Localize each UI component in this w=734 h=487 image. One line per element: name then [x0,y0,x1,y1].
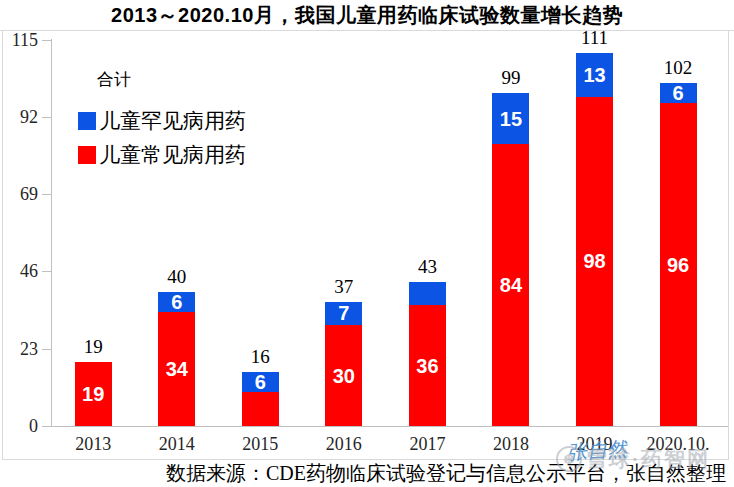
bar-value-rare-2018: 15 [481,107,541,131]
legend-item-rare: 儿童罕见病用药 [78,104,246,138]
legend-label-common: 儿童常见病用药 [99,141,246,169]
bar-value-common-2014: 34 [147,357,207,381]
site-watermark-text: 雪球·药智网 [586,445,710,473]
x-tick-label-2015: 2015 [215,433,305,455]
y-tick-label-92: 92 [4,106,38,128]
legend-total-label: 合计 [97,68,246,91]
bar-value-common-2016: 30 [314,364,374,388]
bar-value-rare-2016: 7 [314,301,374,325]
bar-value-rare-2019: 13 [565,63,625,87]
legend-label-rare: 儿童罕见病用药 [99,107,246,135]
x-tick-label-2014: 2014 [132,433,222,455]
y-axis-tick-0 [42,426,51,427]
y-axis-line [51,39,52,426]
bar-segment-rare-2017 [409,282,446,306]
total-label-2019: 111 [555,27,635,49]
x-tick-label-2016: 2016 [299,433,389,455]
total-label-2018: 99 [471,67,551,89]
x-tick-label-2018: 2018 [466,433,556,455]
total-label-2017: 43 [387,256,467,278]
bar-value-rare-2014: 6 [147,290,207,314]
y-tick-label-0: 0 [4,415,38,437]
bar-value-common-2018: 84 [481,273,541,297]
x-axis-line [42,426,728,427]
y-axis-tick-69 [42,194,51,195]
bar-value-common-2013: 19 [63,382,123,406]
chart-legend: 合计 儿童罕见病用药 儿童常见病用药 [78,68,246,172]
y-tick-label-115: 115 [4,29,38,51]
y-tick-label-46: 46 [4,260,38,282]
y-axis-tick-92 [42,117,51,118]
legend-swatch-common [78,146,96,164]
y-axis-tick-46 [42,271,51,272]
bar-value-common-2019: 98 [565,249,625,273]
y-tick-label-69: 69 [4,183,38,205]
legend-swatch-rare [78,112,96,130]
x-tick-label-2013: 2013 [48,433,138,455]
total-label-2020.10.: 102 [638,57,718,79]
total-label-2013: 19 [53,336,133,358]
bar-segment-common-2015 [242,392,279,426]
bar-value-rare-2020.10.: 6 [648,81,708,105]
bar-value-common-2020.10.: 96 [648,253,708,277]
snowball-logo-icon: ❆ [556,446,582,472]
total-label-2014: 40 [137,266,217,288]
y-axis-tick-115 [42,40,51,41]
bar-value-rare-2015: 6 [230,370,290,394]
total-label-2016: 37 [304,276,384,298]
total-label-2015: 16 [220,346,300,368]
legend-item-common: 儿童常见病用药 [78,138,246,172]
bar-value-common-2017: 36 [397,354,457,378]
site-watermark: ❆ 雪球·药智网 [556,445,710,473]
y-tick-label-23: 23 [4,338,38,360]
x-tick-label-2017: 2017 [382,433,472,455]
y-axis-tick-23 [42,349,51,350]
